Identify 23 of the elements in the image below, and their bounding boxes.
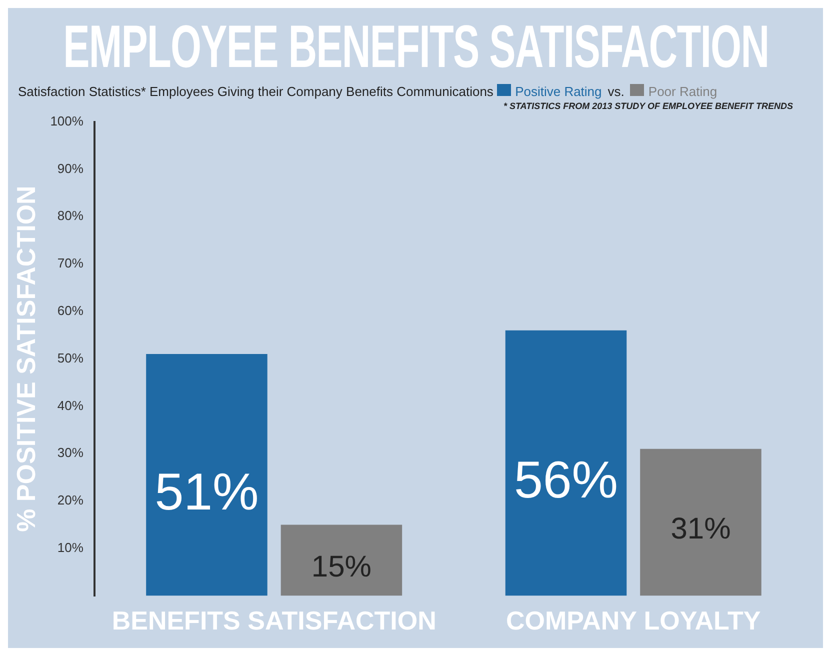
- data-label: 56%: [514, 451, 618, 510]
- legend-label: Poor Rating: [648, 84, 718, 99]
- bar: [505, 330, 627, 596]
- bar: [146, 354, 268, 596]
- y-tick-label: 60%: [57, 302, 84, 318]
- data-label: 15%: [311, 550, 372, 584]
- chart-subtitle: Satisfaction Statistics* Employees Giving their Company Benefits Communications: [18, 84, 494, 99]
- bar: [280, 524, 402, 596]
- y-tick-label: 50%: [57, 350, 84, 366]
- y-tick-label: 80%: [57, 208, 84, 224]
- y-tick-label: 90%: [57, 160, 84, 176]
- y-tick-label: 70%: [57, 256, 84, 271]
- legend-label: Positive Rating: [515, 84, 602, 99]
- y-tick-label: 20%: [57, 492, 84, 508]
- data-label: 31%: [670, 512, 731, 546]
- y-tick-label: 10%: [57, 540, 84, 555]
- y-tick-label: 30%: [57, 445, 84, 460]
- text: * STATISTICS FROM 2013 STUDY OF EMPLOYEE BENEFIT TRENDS: [502, 101, 794, 111]
- bar: [640, 448, 762, 596]
- text: vs.: [608, 84, 624, 99]
- y-tick-label: 40%: [57, 398, 84, 413]
- data-label: 51%: [154, 463, 259, 522]
- y-tick-label: 100%: [50, 113, 84, 128]
